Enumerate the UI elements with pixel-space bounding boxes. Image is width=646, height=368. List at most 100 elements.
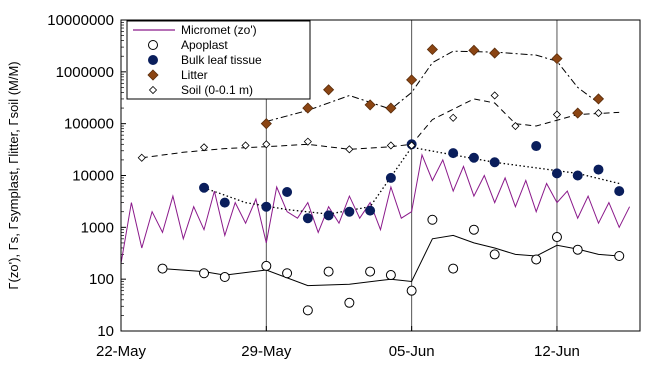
data-point [282, 187, 293, 198]
series-apoplast [157, 214, 625, 316]
data-point [323, 210, 334, 221]
data-point [468, 224, 479, 235]
data-point [157, 263, 168, 274]
series-line [162, 234, 620, 287]
data-point [406, 285, 417, 296]
x-tick-label: 05-Jun [389, 343, 435, 360]
data-point [137, 153, 146, 162]
plot-frame [120, 19, 641, 332]
data-point [572, 244, 583, 255]
data-point [385, 172, 396, 183]
data-point [407, 141, 416, 150]
series-soil-fit [141, 98, 620, 159]
data-point [365, 205, 376, 216]
data-point [219, 272, 230, 283]
y-tick-label: 1000 [81, 219, 114, 236]
x-tick-label: 12-Jun [534, 343, 580, 360]
x-tick-labels: 22-May 29-May 05-Jun 12-Jun [96, 343, 580, 360]
data-point [448, 148, 459, 159]
series-line [266, 50, 599, 122]
series-apoplast-fit [162, 234, 620, 287]
data-point [448, 263, 459, 274]
data-point [365, 266, 376, 277]
data-point [468, 44, 480, 56]
y-tick-labels: 10 100 1000 10000 100000 1000000 10000000 [47, 12, 114, 340]
x-tick-label: 22-May [96, 343, 147, 360]
data-point [594, 109, 603, 118]
series-litter [260, 43, 605, 130]
data-point [489, 249, 500, 260]
data-point [551, 232, 562, 243]
data-point [199, 143, 209, 152]
series-layer [120, 43, 631, 316]
data-point [302, 305, 313, 316]
data-point [260, 118, 272, 130]
series-line [120, 153, 631, 264]
data-point [489, 47, 501, 59]
legend-label: Apoplast [181, 38, 228, 52]
y-tick-label: 10000 [72, 168, 114, 185]
data-point [323, 84, 335, 96]
y-tick-label: 10000000 [47, 12, 114, 29]
series-bulk-leaf-tissue [199, 139, 625, 224]
data-point [385, 270, 396, 281]
data-point [282, 268, 293, 279]
data-point [147, 69, 159, 81]
data-point [427, 214, 438, 225]
legend-label: Soil (0-0.1 m) [181, 83, 253, 97]
data-point [344, 297, 355, 308]
legend-label: Micromet (zo') [181, 23, 257, 37]
data-point [148, 55, 158, 65]
data-point [148, 40, 158, 50]
data-point [262, 140, 271, 149]
series-litter-fit [266, 50, 599, 122]
data-point [199, 182, 210, 193]
data-point [511, 121, 520, 131]
data-point [148, 85, 158, 95]
data-point [241, 141, 250, 150]
y-tick-label: 100000 [64, 116, 114, 133]
data-point [572, 170, 583, 181]
data-point [302, 213, 313, 224]
data-point [385, 102, 397, 114]
data-point [551, 53, 563, 65]
data-point [426, 43, 438, 56]
data-point [572, 107, 584, 119]
data-point [323, 266, 334, 277]
y-tick-label: 1000000 [56, 64, 114, 81]
data-point [199, 268, 210, 279]
data-point [614, 250, 625, 261]
data-point [490, 91, 499, 100]
data-point [406, 74, 418, 86]
data-point [531, 141, 542, 152]
series-micromet-zo [120, 153, 631, 264]
data-point [552, 110, 562, 119]
series-line [141, 98, 620, 159]
data-point [345, 145, 354, 154]
data-point [219, 197, 230, 208]
series-line [203, 146, 620, 215]
y-tick-label: 10 [97, 323, 114, 340]
data-point [592, 93, 605, 105]
data-point [551, 168, 562, 179]
series-soil-0-0-1-m [137, 91, 603, 162]
data-point [344, 206, 355, 217]
data-point [593, 164, 604, 175]
data-point [364, 99, 376, 111]
data-point [261, 201, 272, 212]
data-point [468, 152, 479, 163]
data-point [449, 113, 458, 122]
legend-label: Bulk leaf tissue [181, 53, 262, 67]
y-tick-label: 100 [89, 271, 114, 288]
data-point [261, 260, 272, 271]
data-point [302, 102, 314, 114]
data-point [531, 254, 542, 265]
x-tick-label: 29-May [241, 343, 292, 360]
y-axis-label: Γ(zo'), Γs, Γsymplast, Γlitter, Γsoil (M… [6, 61, 21, 289]
data-point [614, 186, 625, 197]
legend-label: Litter [181, 68, 208, 82]
series-bulk-leaf-tissue-fit [203, 146, 620, 215]
data-point [386, 141, 395, 150]
